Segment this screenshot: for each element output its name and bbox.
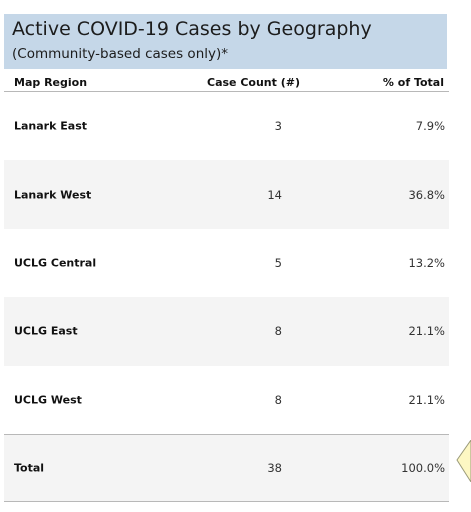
table-row[interactable]: Lanark East 3 7.9% [4,92,449,160]
cell-region: UCLG West [14,393,82,407]
cell-percent: 7.9% [415,119,445,134]
table-header-box: Active COVID-19 Cases by Geography (Comm… [4,14,447,69]
cell-percent: 13.2% [408,255,445,270]
header-divider [4,91,449,92]
cell-count: 5 [274,255,282,270]
cell-count: 8 [274,324,282,339]
cell-percent: 21.1% [408,324,445,339]
column-header-percent[interactable]: % of Total [382,76,444,89]
table-row[interactable]: UCLG East 8 21.1% [4,297,449,366]
page-title: Active COVID-19 Cases by Geography [12,18,372,40]
cell-count: 3 [274,119,282,134]
cell-region: Total [14,461,45,475]
data-table: Lanark East 3 7.9% Lanark West 14 36.8% … [4,92,449,503]
column-header-count[interactable]: Case Count (#) [207,76,300,89]
cell-region: UCLG Central [14,256,97,270]
table-row[interactable]: UCLG Central 5 13.2% [4,229,449,297]
cell-percent: 36.8% [408,187,445,202]
table-row[interactable]: Lanark West 14 36.8% [4,160,449,229]
tooltip-pointer [456,440,471,482]
column-header-region[interactable]: Map Region [14,76,88,89]
cell-count: 8 [274,392,282,407]
table-total-row[interactable]: Total 38 100.0% [4,433,449,503]
cell-percent: 21.1% [408,392,445,407]
cell-count: 14 [267,187,282,202]
cell-count: 38 [267,461,282,476]
cell-region: Lanark West [14,188,92,202]
cell-region: Lanark East [14,119,87,133]
table-row[interactable]: UCLG West 8 21.1% [4,366,449,434]
cell-percent: 100.0% [401,461,445,476]
cell-region: UCLG East [14,324,78,338]
page-subtitle: (Community-based cases only)* [12,46,229,62]
